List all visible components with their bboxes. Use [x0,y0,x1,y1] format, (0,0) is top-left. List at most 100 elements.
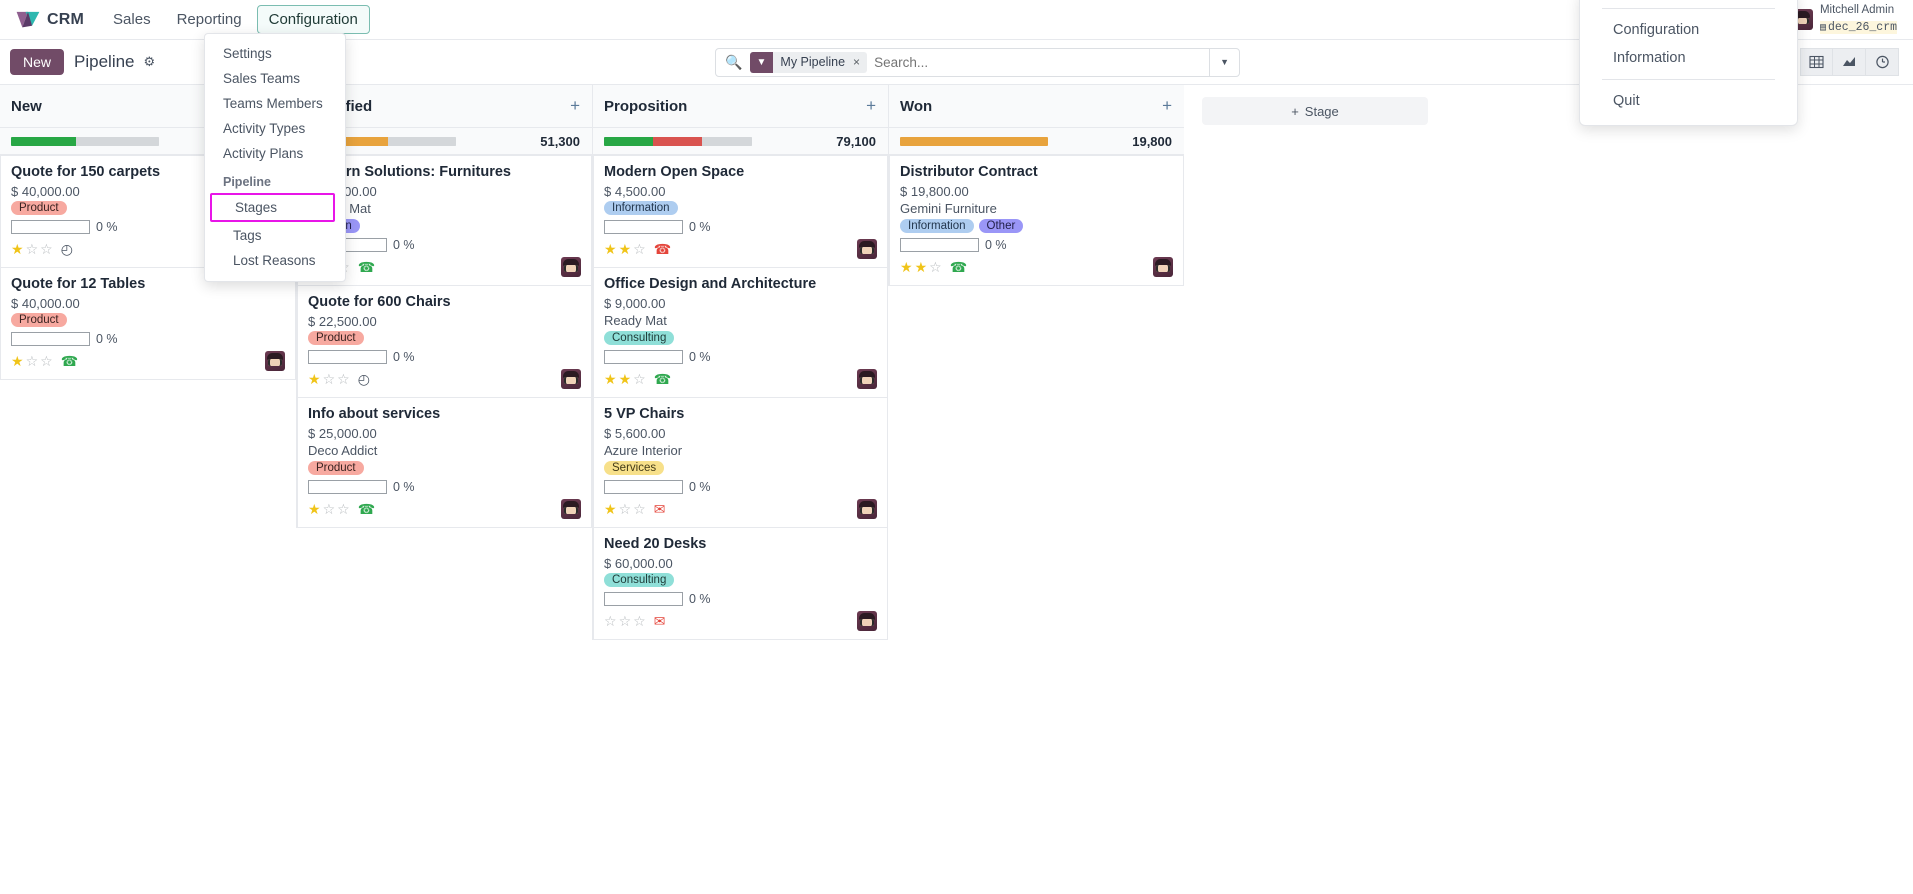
add-card-plus-icon[interactable]: + [1162,96,1172,115]
progress-segment[interactable] [604,136,653,146]
search-input[interactable] [874,54,1210,70]
card-assignee-avatar[interactable] [561,499,581,519]
card-title[interactable]: 5 VP Chairs [604,406,685,422]
card-assignee-avatar[interactable] [265,351,285,371]
star-empty-icon[interactable]: ☆ [25,241,39,257]
star-filled-icon[interactable]: ★ [618,241,632,257]
add-stage-button[interactable]: + Stage [1202,97,1428,125]
card-priority-stars[interactable]: ★★☆ [900,260,942,274]
card-tag[interactable]: Consulting [604,331,675,345]
kanban-card[interactable]: Office Design and Architecture $ 9,000.00… [593,268,888,398]
progress-segment[interactable] [900,136,1048,146]
star-filled-icon[interactable]: ★ [11,353,24,369]
menu-item-teams-members[interactable]: Teams Members [223,96,323,111]
card-progress-bar[interactable] [11,220,90,234]
kanban-card[interactable]: Modern Open Space $ 4,500.00 Information 0 … [593,155,888,268]
star-empty-icon[interactable]: ☆ [40,353,53,369]
card-priority-stars[interactable]: ☆ ☆ ☆ [604,614,646,628]
list-view-icon[interactable] [1800,48,1833,76]
star-empty-icon[interactable]: ☆ [633,371,646,387]
progress-segment[interactable] [319,136,388,146]
card-title[interactable]: Need 20 Desks [604,536,707,552]
column-title[interactable]: Won [900,97,933,115]
menu-item-activity-plans[interactable]: Activity Plans [223,146,304,161]
chevron-down-icon[interactable]: ▼ [1209,47,1239,77]
card-title[interactable]: Office Design and Architecture [604,276,817,292]
card-progress-bar[interactable] [11,332,90,346]
star-filled-icon[interactable]: ★ [308,501,321,517]
card-tag[interactable]: Information [604,201,678,215]
card-priority-stars[interactable]: ★★☆ [604,242,646,256]
star-empty-icon[interactable]: ☆ [618,501,632,517]
card-tag[interactable]: Product [308,461,364,475]
nav-menu-reporting[interactable]: Reporting [176,11,242,28]
nav-menu-sales[interactable]: Sales [113,11,151,28]
menu-item-stages[interactable]: Stages [210,193,335,222]
mail-icon[interactable]: ✉ [653,613,666,629]
card-tag[interactable]: Product [11,313,67,327]
star-filled-icon[interactable]: ★ [11,241,24,257]
star-filled-icon[interactable]: ★ [604,501,617,517]
star-empty-icon[interactable]: ☆ [322,371,336,387]
card-assignee-avatar[interactable] [857,611,877,631]
star-filled-icon[interactable]: ★ [900,259,913,275]
activity-view-icon[interactable] [1866,48,1899,76]
nav-menu-configuration[interactable]: Configuration [256,5,370,34]
card-tag[interactable]: Other [978,219,1024,233]
star-filled-icon[interactable]: ★ [618,371,632,387]
card-priority-stars[interactable]: ★ ☆ ☆ [308,372,350,386]
star-empty-icon[interactable]: ☆ [604,613,617,629]
card-progress-bar[interactable] [604,592,683,606]
column-progress-bar[interactable] [604,136,752,146]
card-title[interactable]: Quote for 150 carpets [11,164,161,180]
menu-item-settings[interactable]: Settings [223,46,272,61]
kanban-card[interactable]: 5 VP Chairs $ 5,600.00 Azure Interior Servi… [593,398,888,528]
progress-segment[interactable] [387,136,456,146]
graph-view-icon[interactable] [1833,48,1866,76]
card-assignee-avatar[interactable] [561,257,581,277]
star-filled-icon[interactable]: ★ [914,259,928,275]
gear-icon[interactable]: ⚙ [143,54,156,69]
star-empty-icon[interactable]: ☆ [633,613,646,629]
facet-remove-icon[interactable]: × [851,51,868,73]
card-title[interactable]: Quote for 600 Chairs [308,294,451,310]
phone-icon[interactable]: ☎ [949,259,968,275]
menu-item-activity-types[interactable]: Activity Types [223,121,306,136]
card-progress-bar[interactable] [604,220,683,234]
star-filled-icon[interactable]: ★ [604,371,617,387]
star-empty-icon[interactable]: ☆ [322,501,336,517]
app-name[interactable]: CRM [47,10,85,28]
card-title[interactable]: Info about services [308,406,441,422]
add-card-plus-icon[interactable]: + [866,96,876,115]
user-menu-item-quit[interactable]: Quit [1613,93,1640,109]
card-progress-bar[interactable] [900,238,979,252]
card-title[interactable]: Modern Solutions: Furnitures [308,164,511,180]
star-empty-icon[interactable]: ☆ [40,241,53,257]
user-menu-item-configuration[interactable]: Configuration [1613,22,1700,38]
star-filled-icon[interactable]: ★ [308,371,321,387]
star-empty-icon[interactable]: ☆ [25,353,39,369]
card-tag[interactable]: Services [604,461,665,475]
card-priority-stars[interactable]: ★ ☆ ☆ [308,502,350,516]
card-title[interactable]: Modern Open Space [604,164,745,180]
progress-segment[interactable] [652,136,702,146]
kanban-card[interactable]: Quote for 600 Chairs $ 22,500.00 Product 0 … [297,286,592,398]
card-priority-stars[interactable]: ★ ☆ ☆ [604,502,646,516]
menu-item-lost-reasons[interactable]: Lost Reasons [233,253,316,268]
progress-segment[interactable] [76,136,159,146]
star-empty-icon[interactable]: ☆ [633,501,646,517]
phone-icon[interactable]: ☎ [653,371,672,387]
odoo-logo-icon[interactable] [15,9,41,31]
column-title[interactable]: New [11,97,42,115]
add-card-plus-icon[interactable]: + [570,96,580,115]
card-title[interactable]: Distributor Contract [900,164,1038,180]
kanban-card[interactable]: Modern Solutions: Furnitures $ 40,000.00 R… [297,155,592,286]
progress-segment[interactable] [11,136,77,146]
phone-icon[interactable]: ☎ [357,259,376,275]
phone-icon[interactable]: ☎ [653,241,672,257]
star-empty-icon[interactable]: ☆ [337,501,350,517]
kanban-card[interactable]: Info about services $ 25,000.00 Deco Addic… [297,398,592,528]
star-empty-icon[interactable]: ☆ [337,371,350,387]
column-title[interactable]: Proposition [604,97,688,115]
star-empty-icon[interactable]: ☆ [929,259,942,275]
